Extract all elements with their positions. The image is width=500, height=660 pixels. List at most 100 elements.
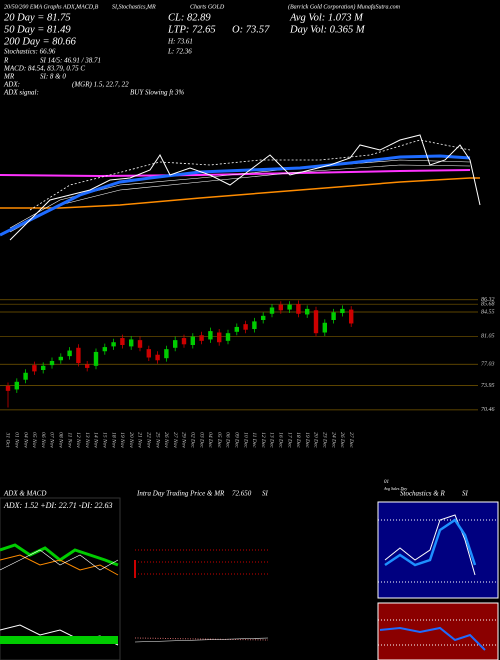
stoch-lines xyxy=(378,514,498,651)
x-tick-label: 04 Nov xyxy=(22,432,29,448)
x-tick-label: 03 Dec xyxy=(198,432,204,448)
adx-values: ADX: 1.52 +DI: 22.71 -DI: 22.63 xyxy=(3,501,113,510)
adx-signal: ADX signal: xyxy=(3,89,39,97)
close: CL: 82.89 xyxy=(168,12,211,23)
candle-body xyxy=(41,365,46,370)
stoch-si: SI xyxy=(462,490,469,498)
x-tick-label: 01 Nov xyxy=(14,432,20,448)
x-tick-label: 04 Dec xyxy=(207,432,214,448)
x-tick-label: 13 Nov xyxy=(84,432,90,448)
x-tick-label: 02 Dec xyxy=(190,432,196,448)
x-tick-label: 26 Nov xyxy=(163,432,169,448)
stoch: Stochastics: 66.96 xyxy=(4,48,56,56)
candle-body xyxy=(32,365,37,372)
candle-body xyxy=(313,310,319,334)
x-tick-label: 24 Dec xyxy=(330,432,337,448)
x-tick-label: 19 Nov xyxy=(119,432,125,448)
candle-body xyxy=(137,340,143,348)
y-tick-label: 84.55 xyxy=(481,308,495,315)
candle-body xyxy=(155,354,160,361)
x-tick-label: 26 Dec xyxy=(339,432,345,448)
header-top: 20/50/200 EMA Graphs ADX,MACD,B xyxy=(4,4,99,10)
candle-body xyxy=(85,364,90,368)
x-tick-label: 15 Nov xyxy=(102,432,108,448)
open: O: 73.57 xyxy=(232,24,270,35)
ema20: 20 Day = 81.75 xyxy=(4,12,71,23)
candle-body xyxy=(217,332,222,343)
rsi-panel xyxy=(377,602,499,660)
candle-body xyxy=(208,331,213,340)
candle-body xyxy=(164,349,169,359)
x-tick-label: 16 Dec xyxy=(278,432,284,448)
x-tick-label: 18 Nov xyxy=(110,432,116,448)
x-tick-label: 12 Nov xyxy=(75,432,81,448)
candle-body xyxy=(234,326,239,332)
panel-title: Intra Day Trading Price & MR xyxy=(136,490,225,498)
x-tick-label: 25 Nov xyxy=(154,432,160,448)
x-tick-label: 07 Nov xyxy=(49,432,55,448)
candle-body xyxy=(261,315,266,320)
x-tick-label: 18 Dec xyxy=(295,432,301,448)
signal: BUY Slowing ft 3% xyxy=(130,89,184,97)
x-tick-label: 12 Dec xyxy=(260,432,266,448)
intra-value: 72.650 xyxy=(232,490,252,498)
intra-si: SI xyxy=(262,490,269,498)
candle-body xyxy=(49,360,55,366)
candle-body xyxy=(67,350,72,357)
candle-body xyxy=(331,312,336,320)
x-tick-label: 31 Oct xyxy=(5,432,11,448)
candle-body xyxy=(278,304,283,311)
adx-panel xyxy=(0,497,121,660)
x-tick-label: 11 Nov xyxy=(66,432,72,448)
x-tick-label: 27 Nov xyxy=(172,432,178,448)
panel-title: ADX & MACD xyxy=(3,490,46,498)
low: L: 72.36 xyxy=(167,48,192,56)
y-tick-label: 81.05 xyxy=(481,334,495,340)
candle-body xyxy=(5,385,11,391)
y-tick-label: 70.46 xyxy=(481,406,495,413)
candle-body xyxy=(296,304,301,314)
x-tick-label: 22 Nov xyxy=(146,432,152,448)
candle-body xyxy=(23,372,28,380)
x-tick-label: 19 Dec xyxy=(304,432,310,448)
candle-body xyxy=(129,339,134,347)
high: H: 73.61 xyxy=(167,38,193,46)
candle-body xyxy=(14,381,19,390)
x-tick-label: 23 Dec xyxy=(322,432,328,448)
avg-label: Avg Sales Day xyxy=(383,486,407,491)
adx-lines xyxy=(0,543,119,646)
x-tick-label: 06 Dec xyxy=(225,432,231,448)
x-tick-label: 17 Dec xyxy=(286,432,292,448)
x-tick-label: 29 Nov xyxy=(181,432,187,448)
mr: MR xyxy=(3,73,15,81)
candle-body xyxy=(93,351,99,366)
y-tick-label: 86.32 xyxy=(481,297,495,303)
x-tick-label: 11 Dec xyxy=(251,432,257,448)
macd: MACD: 84.54, 83.79, 0.75 C xyxy=(3,65,85,73)
candle-body xyxy=(322,322,327,333)
candle-body xyxy=(269,307,275,314)
candle-body xyxy=(181,338,187,345)
candle-body xyxy=(305,308,310,315)
candle-body xyxy=(243,324,248,330)
candle-body xyxy=(349,309,354,324)
candle-body xyxy=(173,340,178,348)
candle-body xyxy=(225,333,231,341)
mgr: (MGR) 1.5, 22.7, 22 xyxy=(72,81,129,89)
x-tick-label: 08 Nov xyxy=(58,432,64,448)
intra-lines xyxy=(134,549,269,643)
panel-title: Stochastics & R xyxy=(400,490,445,498)
header-top: SI,Stochastics,MR xyxy=(112,4,156,10)
ema50: 50 Day = 81.49 xyxy=(4,24,71,35)
x-tick-label: 20 Nov xyxy=(128,432,134,448)
candle-body xyxy=(111,342,116,347)
si2: SI: 8 & 0 xyxy=(40,73,66,81)
ema200: 200 Day = 80.66 xyxy=(4,36,77,47)
candle-body xyxy=(120,338,125,345)
x-tick-label: 09 Dec xyxy=(234,432,240,448)
x-tick-label: 20 Dec xyxy=(313,432,319,448)
y-tick-label: 73.95 xyxy=(481,383,495,389)
candle-body xyxy=(287,304,292,310)
candle-body xyxy=(340,308,345,314)
